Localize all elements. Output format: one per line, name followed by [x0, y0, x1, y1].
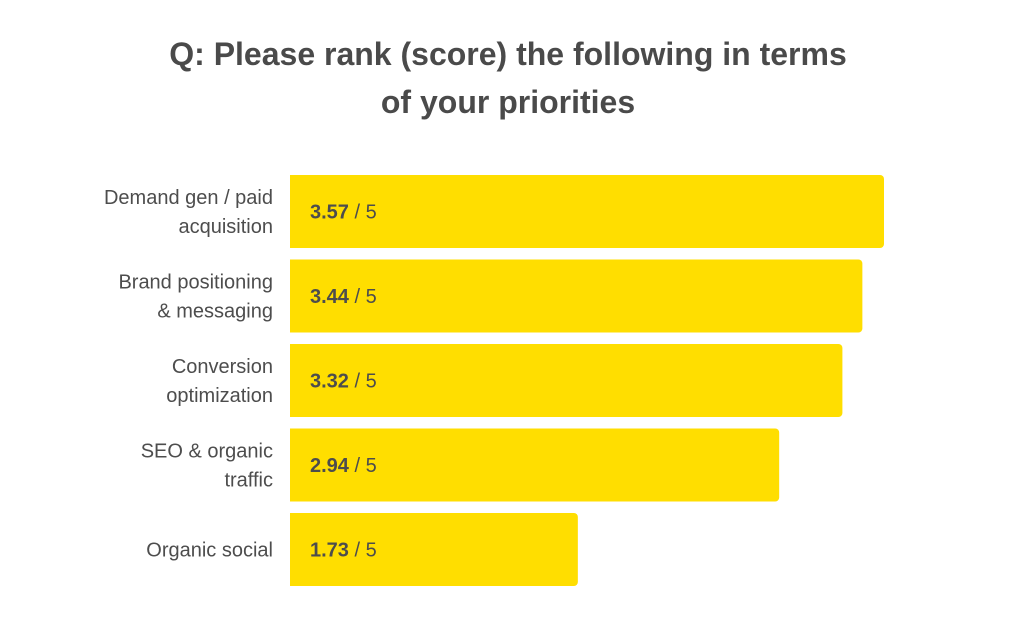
bar-left-edge [290, 428, 296, 502]
category-label: traffic [224, 470, 273, 492]
chart-title: Q: Please rank (score) the following in … [0, 30, 1016, 126]
bar-value-number: 3.57 [310, 202, 349, 224]
bar-left-edge [290, 513, 296, 586]
bar-left-edge [290, 259, 296, 333]
bar-value-suffix: / 5 [349, 371, 377, 393]
bar-value-suffix: / 5 [349, 286, 377, 308]
bar [290, 259, 863, 333]
bar-value-label: 3.32 / 5 [310, 371, 377, 393]
bar-value-label: 3.44 / 5 [310, 286, 377, 308]
bar-value-suffix: / 5 [349, 455, 377, 477]
bar [290, 344, 843, 417]
bar-left-edge [290, 344, 296, 417]
bar-value-number: 2.94 [310, 455, 350, 477]
bar-value-number: 3.44 [310, 286, 350, 308]
category-label: Demand gen / paid [104, 187, 273, 209]
bar-value-number: 3.32 [310, 371, 349, 393]
category-label: Brand positioning [118, 272, 273, 294]
bar-value-label: 3.57 / 5 [310, 202, 377, 224]
category-label: SEO & organic [141, 441, 273, 463]
chart-title-line-2: of your priorities [380, 84, 636, 120]
category-label: Conversion [172, 356, 273, 378]
category-label: & messaging [157, 301, 273, 323]
bar [290, 513, 578, 586]
bar [290, 175, 884, 248]
bar-value-suffix: / 5 [349, 540, 377, 562]
chart-title-line-1: Q: Please rank (score) the following in … [169, 36, 847, 72]
bar-value-suffix: / 5 [349, 202, 377, 224]
category-label: acquisition [178, 216, 273, 238]
category-label: Organic social [146, 540, 273, 562]
bar [290, 428, 780, 502]
bar-value-label: 1.73 / 5 [310, 540, 377, 562]
bar-left-edge [290, 175, 296, 248]
bar-value-label: 2.94 / 5 [310, 455, 377, 477]
bar-value-number: 1.73 [310, 540, 349, 562]
category-label: optimization [166, 385, 273, 407]
